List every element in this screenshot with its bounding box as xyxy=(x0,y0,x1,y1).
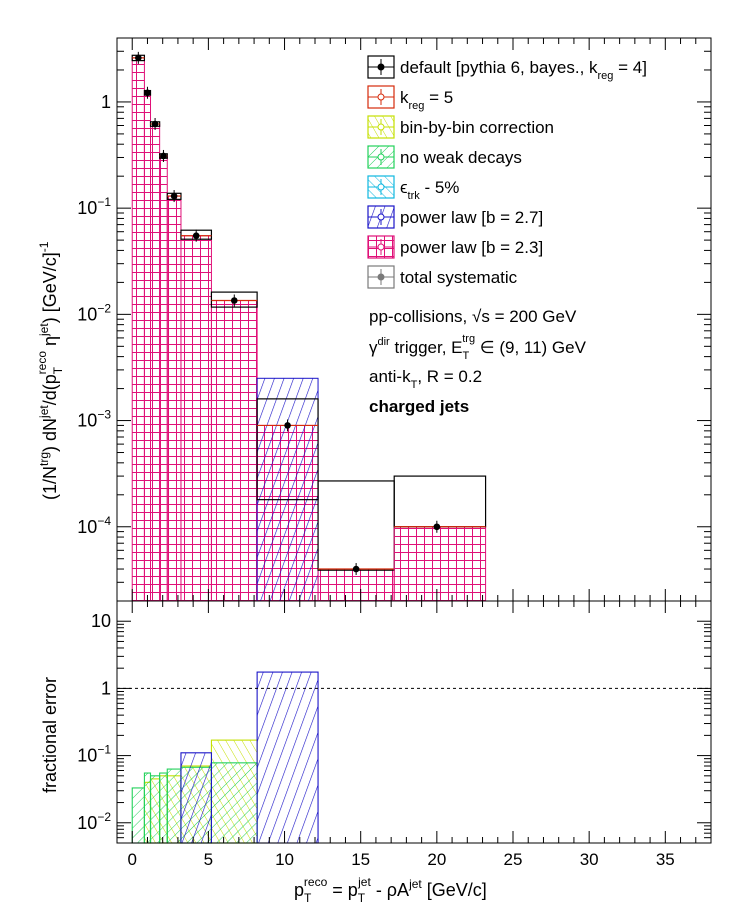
legend-entry-1: kreg = 5 xyxy=(367,85,453,112)
spectrum-point-1 xyxy=(144,86,151,99)
spectrum-point-7 xyxy=(284,419,291,432)
spectrum-point-9 xyxy=(433,520,441,533)
fractional-y-tick-label-1: 10−1 xyxy=(77,743,111,766)
spectrum-bin-3 xyxy=(159,155,168,602)
legend-entry-7: total systematic xyxy=(367,265,518,289)
spectrum-point-4 xyxy=(170,190,178,203)
spectrum-point-6 xyxy=(230,294,238,307)
fractional-y-tick-label-0: 10−2 xyxy=(77,810,111,833)
spectrum-y-tick-label-2: 10−2 xyxy=(77,301,111,324)
spectrum-point-5 xyxy=(192,229,200,242)
spectrum-point-2 xyxy=(151,117,159,130)
spectrum-blue-band-7 xyxy=(256,377,319,602)
annotation-collisions: pp-collisions, √s = 200 GeV xyxy=(369,307,577,326)
spectrum-y-tick-label-4: 1 xyxy=(101,92,111,112)
legend-label-6: power law [b = 2.3] xyxy=(400,238,543,257)
legend-label-7: total systematic xyxy=(400,268,518,287)
spectrum-bin-0 xyxy=(131,57,145,602)
fractional-y-tick-label-3: 10 xyxy=(91,611,111,631)
legend: default [pythia 6, bayes., kreg = 4] kreg… xyxy=(367,55,647,289)
fractional-bar-1-4 xyxy=(166,768,182,844)
y-axis-title-top: (1/Ntrg) dNjet/d(pTreco ηjet) [GeV/c]-1 xyxy=(35,241,65,500)
spectrum-y-tick-label-0: 10−4 xyxy=(77,514,111,537)
spectrum-points xyxy=(135,51,441,576)
x-tick-label-5: 25 xyxy=(504,850,523,869)
fractional-bar-1-0 xyxy=(131,787,145,844)
spectrum-point-8 xyxy=(352,563,360,576)
legend-entry-4: ϵtrk - 5% xyxy=(367,175,459,202)
annotation-jet-type: charged jets xyxy=(369,397,469,416)
legend-entry-5: power law [b = 2.7] xyxy=(367,205,543,229)
legend-entry-2: bin-by-bin correction xyxy=(367,115,554,139)
fractional-bar-2-0 xyxy=(180,752,212,844)
legend-label-4: ϵtrk - 5% xyxy=(400,178,459,202)
x-axis-title: pTreco = pTjet - ρAjet [GeV/c] xyxy=(294,875,487,905)
spectrum-y-tick-label-1: 10−3 xyxy=(77,408,111,431)
x-tick-label-7: 35 xyxy=(656,850,675,869)
spectrum-panel: 10−4 10−3 10−2 10−1 1 xyxy=(77,37,712,602)
spectrum-bin-6 xyxy=(210,300,258,602)
annotation-trigger: γdir trigger, ETtrg ∈ (9, 11) GeV xyxy=(369,333,587,362)
x-tick-label-1: 5 xyxy=(204,850,213,869)
spectrum-bin-2 xyxy=(150,123,161,602)
spectrum-systematic-box-9 xyxy=(393,475,487,528)
x-tick-label-6: 30 xyxy=(580,850,599,869)
legend-entry-0: default [pythia 6, bayes., kreg = 4] xyxy=(367,55,647,82)
fractional-y-tick-label-2: 1 xyxy=(101,678,111,698)
spectrum-bars xyxy=(131,54,487,602)
fractional-bar-2-1 xyxy=(256,671,319,844)
fractional-bar-1-3 xyxy=(159,772,168,844)
spectrum-systematic-box-7 xyxy=(256,398,319,501)
annotations: pp-collisions, √s = 200 GeV γdir trigger… xyxy=(369,307,587,416)
fractional-bar-1-2 xyxy=(149,775,161,844)
x-tick-label-2: 10 xyxy=(275,850,294,869)
fractional-bar-1-6 xyxy=(210,762,258,844)
x-tick-label-4: 20 xyxy=(427,850,446,869)
fractional-error-bars xyxy=(117,671,711,844)
spectrum-systematic-box-6 xyxy=(210,291,258,308)
legend-label-1: kreg = 5 xyxy=(400,88,453,112)
legend-label-0: default [pythia 6, bayes., kreg = 4] xyxy=(400,58,647,82)
legend-label-2: bin-by-bin correction xyxy=(400,118,554,137)
annotation-algorithm: anti-kT, R = 0.2 xyxy=(369,367,482,391)
fractional-error-axes: 0 5 10 15 20 25 30 35 10−2 10−1 1 10 xyxy=(77,600,712,869)
spectrum-bin-5 xyxy=(180,235,212,602)
spectrum-bin-1 xyxy=(143,92,152,602)
fractional-error-panel: 0 5 10 15 20 25 30 35 10−2 10−1 1 10 xyxy=(77,600,712,869)
legend-label-3: no weak decays xyxy=(400,148,522,167)
x-tick-label-3: 15 xyxy=(351,850,370,869)
spectrum-bin-9 xyxy=(393,526,487,602)
fractional-frame xyxy=(116,600,712,844)
legend-entry-6: power law [b = 2.3] xyxy=(367,235,543,259)
legend-entry-3: no weak decays xyxy=(367,145,522,169)
spectrum-bin-4 xyxy=(166,195,182,602)
spectrum-y-tick-label-3: 10−1 xyxy=(77,195,111,218)
legend-label-5: power law [b = 2.7] xyxy=(400,208,543,227)
y-axis-title-bottom: fractional error xyxy=(40,677,60,793)
x-tick-label-0: 0 xyxy=(127,850,136,869)
spectrum-systematic-box-8 xyxy=(317,480,395,571)
spectrum-point-0 xyxy=(135,51,142,64)
spectrum-point-3 xyxy=(160,149,167,162)
fractional-bar-1-1 xyxy=(143,772,152,844)
